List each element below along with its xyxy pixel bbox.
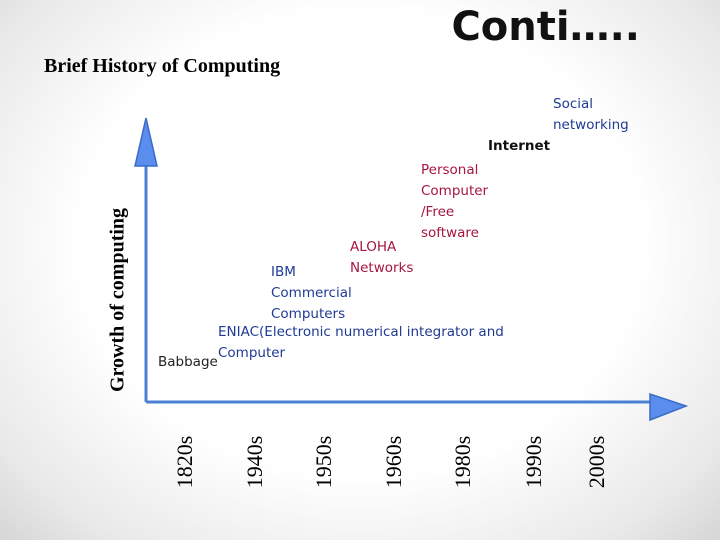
event-personal-computer: Personal Computer /Free software [421,162,489,241]
slide-title: Conti….. [451,4,640,50]
y-axis-arrow-icon [134,117,158,167]
event-ibm: IBM Commercial Computers [271,264,352,322]
y-axis-label: Growth of computing [106,207,129,393]
decade-label-1950s: 1950s [311,435,336,489]
event-babbage: Babbage [158,354,218,370]
x-axis-arrow-icon [649,392,689,422]
decade-label-2000s: 2000s [584,435,609,489]
decade-label-1820s: 1820s [172,435,197,489]
slide-subtitle: Brief History of Computing [44,55,281,77]
decade-label-1980s: 1980s [450,435,475,489]
decade-label-1990s: 1990s [521,435,546,489]
decade-label-1940s: 1940s [242,435,267,489]
event-eniac: ENIAC(Electronic numerical integrator an… [218,324,504,361]
event-aloha: ALOHA Networks [350,239,414,276]
decade-label-1960s: 1960s [381,435,406,489]
event-social-networking: Social networking [553,96,629,133]
event-internet: Internet [488,138,551,154]
